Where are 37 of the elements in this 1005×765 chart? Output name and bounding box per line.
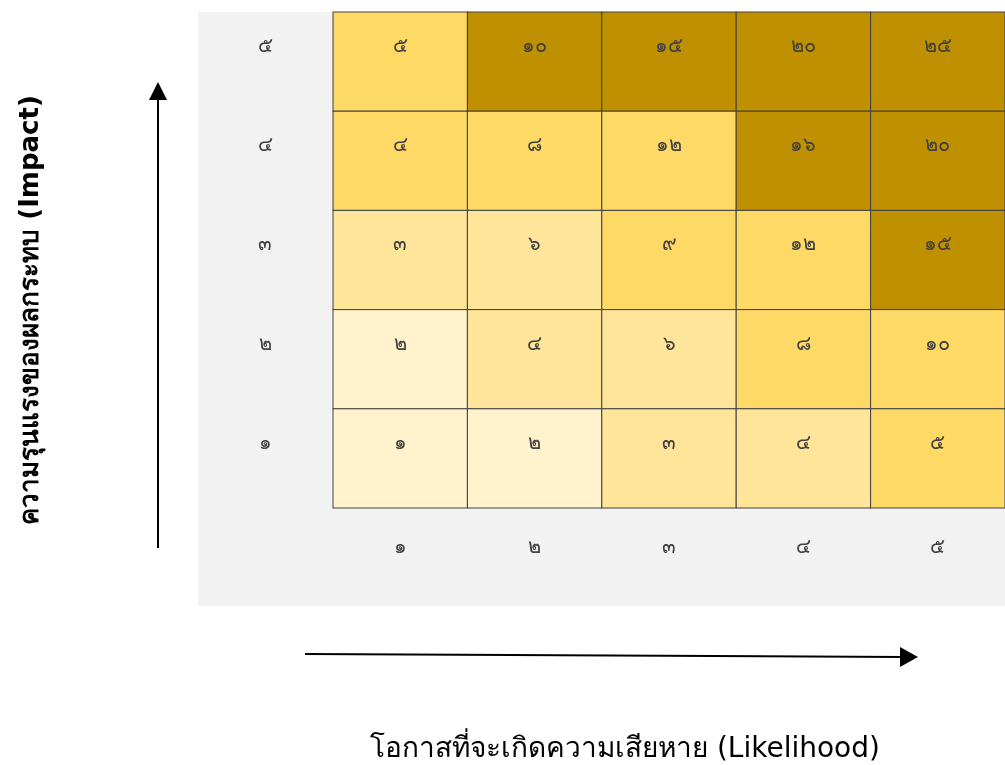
data-label: ๒ xyxy=(393,330,407,355)
x-tick-label: ๕ xyxy=(930,534,946,558)
data-label: ๑๕ xyxy=(655,33,683,57)
data-label: ๓ xyxy=(662,429,676,454)
data-label: ๕ xyxy=(392,33,408,57)
data-label: ๒๐ xyxy=(790,33,816,57)
data-label: ๖ xyxy=(662,330,676,355)
x-tick-label: ๓ xyxy=(662,534,676,558)
data-label: ๙ xyxy=(661,231,677,256)
text: ความรุนแรงของผลกระทบ (Impact) xyxy=(14,95,46,525)
data-label: ๔ xyxy=(527,330,543,355)
y-tick-label: ๑ xyxy=(258,429,272,454)
x-tick-label: ๑ xyxy=(393,534,407,558)
x-tick-label: ๔ xyxy=(795,534,811,558)
data-label: ๑ xyxy=(393,429,407,454)
data-label: ๓ xyxy=(393,231,408,256)
text: โอกาสที่จะเกิดความเสียหาย (Likelihood) xyxy=(370,728,880,764)
data-label: ๔ xyxy=(392,132,408,157)
y-tick-label: ๓ xyxy=(258,231,272,256)
x-tick-label: ๒ xyxy=(528,534,542,558)
y-tick-label: ๒ xyxy=(258,330,272,355)
data-label: ๔ xyxy=(795,429,811,454)
data-label: ๒ xyxy=(528,429,542,454)
data-label: ๕ xyxy=(930,429,946,454)
data-label: ๑๒ xyxy=(656,132,682,157)
data-label: ๑๕ xyxy=(923,231,952,256)
data-label: ๘ xyxy=(527,132,543,157)
data-label: ๖ xyxy=(528,231,542,256)
data-label: ๑๖ xyxy=(790,132,817,157)
y-tick-label: ๕ xyxy=(257,33,273,57)
y-tick-label: ๔ xyxy=(257,132,273,157)
data-label: ๘ xyxy=(795,330,811,355)
data-label: ๑๒ xyxy=(790,231,817,256)
data-label: ๒๕ xyxy=(923,33,952,57)
data-label: ๒๐ xyxy=(925,132,951,157)
data-label: ๑๐ xyxy=(522,33,548,57)
data-label: ๑๐ xyxy=(925,330,951,355)
